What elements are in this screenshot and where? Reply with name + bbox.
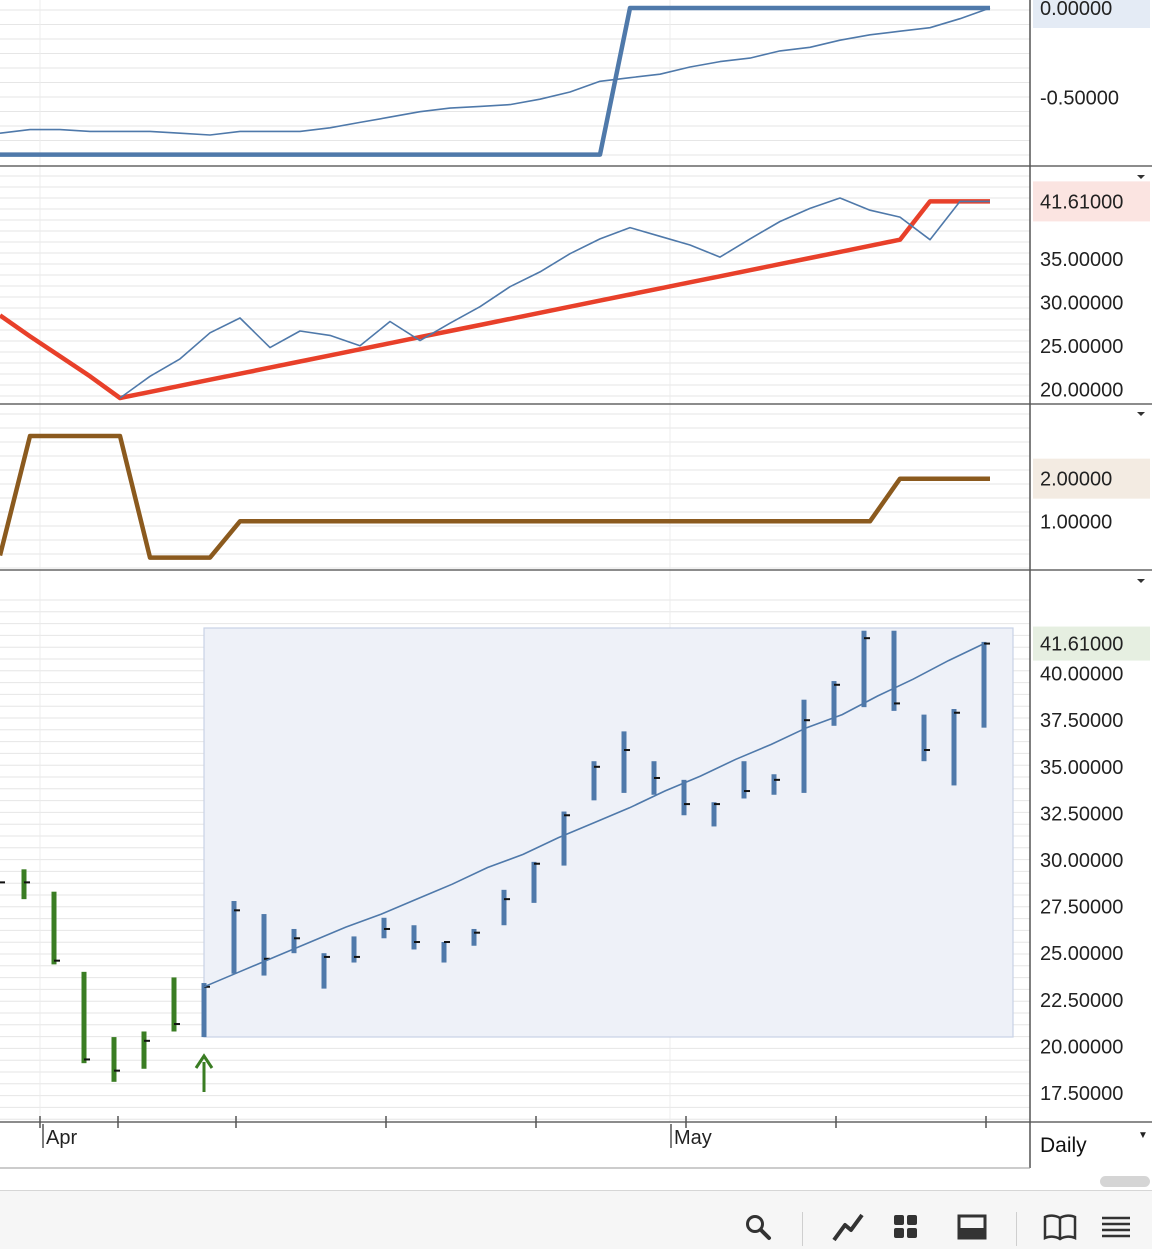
panel2-tick-label: 30.00000	[1040, 292, 1123, 314]
draw-line-icon[interactable]	[828, 1207, 868, 1247]
panel2-tick-label: 20.00000	[1040, 379, 1123, 401]
signal-arrow-head	[194, 1053, 214, 1069]
panel-menu-icon[interactable]	[1137, 412, 1145, 416]
period-dropdown-icon[interactable]: ▼	[1138, 1130, 1148, 1141]
frame-layer	[0, 0, 1152, 1169]
panel1-value-box	[1033, 0, 1150, 28]
month-label: Apr	[46, 1127, 77, 1149]
label-layer: 0.00000 -0.50000 41.61000 35.00000 30.00000 2…	[46, 0, 1150, 1149]
last-price-box	[1033, 626, 1150, 661]
price-bar[interactable]	[711, 802, 717, 827]
price-bar[interactable]	[81, 971, 87, 1064]
month-label: May	[674, 1127, 712, 1149]
price-bar[interactable]	[171, 977, 177, 1032]
price-bar[interactable]	[201, 983, 207, 1038]
last-price-label: 41.61000	[1040, 634, 1123, 656]
panel2-series-line	[0, 199, 990, 401]
price-tick-label: 22.50000	[1040, 990, 1123, 1012]
price-tick-label: 20.00000	[1040, 1036, 1123, 1058]
series-layer	[0, 5, 991, 1092]
price-bar[interactable]	[501, 889, 507, 926]
panel-menu-icon[interactable]	[1137, 175, 1145, 179]
price-bar[interactable]	[111, 1037, 117, 1082]
chart-area[interactable]: 0.00000 -0.50000 41.61000 35.00000 30.00000 2…	[0, 0, 1152, 1190]
panel3-series-line	[0, 433, 990, 560]
panel1-series-line	[0, 5, 990, 157]
price-tick-label: 37.50000	[1040, 710, 1123, 732]
price-bar[interactable]	[351, 936, 357, 963]
price-bar[interactable]	[861, 630, 867, 708]
panel1-series-line	[0, 7, 991, 136]
panel-layout-icon[interactable]	[952, 1207, 992, 1247]
panel2-series-line	[119, 197, 990, 399]
price-bar[interactable]	[321, 953, 327, 989]
price-bar[interactable]	[531, 861, 537, 903]
price-bar[interactable]	[681, 779, 687, 816]
panel2-value-box	[1033, 181, 1150, 222]
period-label[interactable]: Daily	[1040, 1134, 1087, 1157]
price-bar[interactable]	[141, 1031, 147, 1069]
panel3-value-label: 2.00000	[1040, 469, 1112, 491]
panel3-value-box	[1033, 458, 1150, 499]
price-bar[interactable]	[921, 714, 927, 762]
price-tick-label: 40.00000	[1040, 664, 1123, 686]
panel2-tick-label: 35.00000	[1040, 249, 1123, 271]
price-bar[interactable]	[411, 925, 417, 950]
price-tick-label: 25.00000	[1040, 943, 1123, 965]
panel1-value-label: 0.00000	[1040, 0, 1112, 20]
price-tick-label: 30.00000	[1040, 850, 1123, 872]
price-bar[interactable]	[231, 901, 237, 974]
price-bar[interactable]	[441, 942, 447, 963]
price-bar[interactable]	[801, 699, 807, 793]
panel2-value-label: 41.61000	[1040, 191, 1123, 213]
price-bar[interactable]	[471, 928, 477, 946]
panel3-tick-label: 1.00000	[1040, 511, 1112, 533]
price-bar[interactable]	[591, 761, 597, 801]
price-bar[interactable]	[561, 811, 567, 866]
grid-layout-icon[interactable]	[886, 1207, 926, 1247]
horizontal-scrollbar[interactable]	[1100, 1176, 1150, 1187]
price-bar[interactable]	[891, 630, 897, 711]
price-bar[interactable]	[291, 928, 297, 954]
price-tick-label: 32.50000	[1040, 803, 1123, 825]
search-icon[interactable]	[738, 1207, 778, 1247]
panel-menu-icon[interactable]	[1137, 579, 1145, 583]
price-tick-label: 27.50000	[1040, 897, 1123, 919]
price-tick-label: 17.50000	[1040, 1083, 1123, 1105]
price-bar[interactable]	[951, 709, 957, 786]
price-bar[interactable]	[621, 731, 627, 793]
price-bar[interactable]	[741, 761, 747, 799]
price-bar[interactable]	[831, 681, 837, 726]
toolbar-separator	[802, 1212, 803, 1246]
toolbar-separator	[1016, 1212, 1017, 1246]
list-icon[interactable]	[1096, 1207, 1136, 1247]
price-bar[interactable]	[771, 774, 777, 795]
price-bar[interactable]	[51, 891, 57, 965]
price-tick-label: 35.00000	[1040, 757, 1123, 779]
price-bar[interactable]	[21, 869, 27, 900]
price-bar[interactable]	[981, 641, 987, 728]
panel2-tick-label: 25.00000	[1040, 336, 1123, 358]
price-bar[interactable]	[261, 914, 267, 976]
book-icon[interactable]	[1040, 1207, 1080, 1247]
trend-line	[203, 642, 985, 988]
panel1-tick-label: -0.50000	[1040, 87, 1119, 109]
